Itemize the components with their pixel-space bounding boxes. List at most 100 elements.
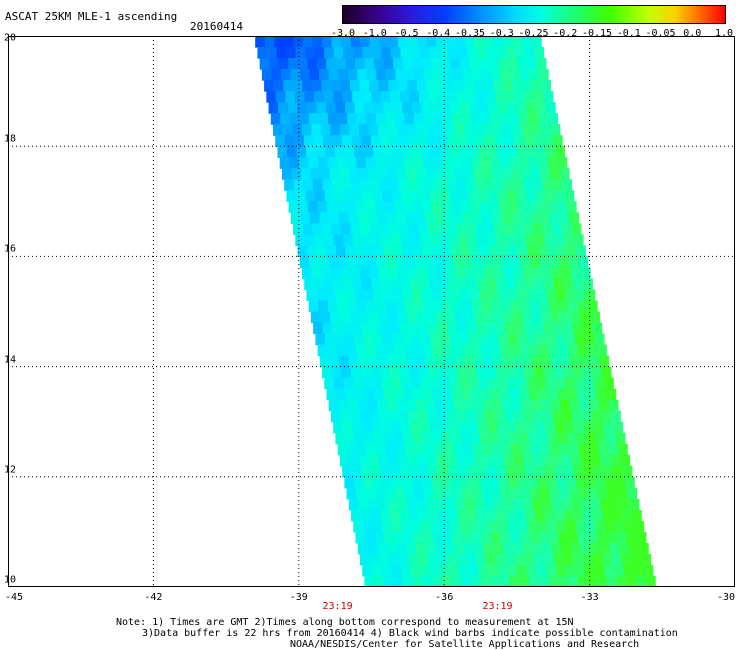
swath-cell <box>394 344 405 357</box>
swath-cell <box>533 410 544 423</box>
swath-cell <box>486 278 497 291</box>
swath-cell <box>371 465 382 478</box>
swath-cell <box>375 300 387 313</box>
swath-cell <box>524 47 535 59</box>
swath-cell <box>343 377 354 390</box>
swath-cell <box>443 487 454 500</box>
swath-cell <box>430 520 441 533</box>
swath-cell <box>427 410 438 423</box>
swath-cell <box>483 80 494 92</box>
swath-cell <box>369 80 380 92</box>
swath-cell <box>491 487 502 500</box>
swath-cell <box>546 289 557 302</box>
swath-cell <box>312 223 323 235</box>
swath-cell <box>535 102 547 114</box>
swath-cell <box>384 344 396 357</box>
swath-cell <box>509 388 520 401</box>
swath-cell <box>337 300 348 313</box>
swath-cell <box>386 542 398 555</box>
swath-cell <box>407 36 418 48</box>
swath-cell <box>584 333 595 346</box>
swath-cell <box>465 223 476 235</box>
swath-cell <box>417 410 428 423</box>
swath-cell <box>486 47 497 59</box>
swath-cell <box>464 80 475 92</box>
swath-cell <box>370 366 381 379</box>
swath-cell <box>513 498 524 511</box>
swath-cell <box>511 443 522 456</box>
swath-cell <box>335 102 346 114</box>
swath-cell <box>543 553 555 566</box>
swath-cell <box>493 80 504 92</box>
swath-cell <box>557 157 568 169</box>
swath-cell <box>493 267 505 280</box>
swath-cell <box>430 102 442 114</box>
swath-cell <box>380 509 391 522</box>
swath-cell <box>414 69 425 81</box>
swath-cell <box>596 575 608 587</box>
swath-cell <box>379 36 390 48</box>
swath-cell <box>356 113 367 125</box>
swath-cell <box>456 179 467 191</box>
swath-cell <box>377 355 388 368</box>
swath-cell <box>438 322 449 335</box>
swath-cell <box>503 36 514 48</box>
swath-cell <box>570 311 581 324</box>
swath-cell <box>616 575 627 587</box>
swath-cell <box>340 410 351 423</box>
swath-cell <box>488 333 499 346</box>
swath-cell <box>521 443 532 456</box>
swath-cell <box>381 421 392 434</box>
swath-cell <box>556 289 567 302</box>
swath-cell <box>359 410 371 423</box>
swath-cell <box>465 267 476 280</box>
swath-cell <box>537 201 548 213</box>
swath-cell <box>419 47 430 59</box>
note-line-1: Note: 1) Times are GMT 2)Times along bot… <box>116 617 574 628</box>
swath-cell <box>560 355 571 368</box>
swath-cell <box>480 157 491 169</box>
swath-cell <box>530 443 541 456</box>
swath-cell <box>535 234 546 246</box>
swath-cell <box>432 531 444 544</box>
swath-cell <box>356 443 368 456</box>
swath-cell <box>495 47 506 59</box>
swath-cell <box>341 322 353 335</box>
swath-cell <box>351 135 362 147</box>
swath-cell <box>490 531 502 544</box>
swath-cell <box>448 421 460 434</box>
swath-cell <box>590 498 601 511</box>
swath-cell <box>477 190 489 202</box>
swath-cell <box>505 553 516 566</box>
swath-cell <box>406 355 417 368</box>
swath-cell <box>403 575 414 587</box>
swath-cell <box>365 531 376 544</box>
swath-cell <box>574 377 585 390</box>
swath-cell <box>373 102 384 114</box>
swath-cell <box>468 377 480 390</box>
swath-cell <box>363 333 374 346</box>
swath-cell <box>314 234 325 246</box>
swath-cell <box>374 201 386 213</box>
swath-cell <box>500 300 512 313</box>
swath-cell <box>519 69 530 81</box>
swath-cell <box>397 267 409 280</box>
swath-cell <box>306 289 317 302</box>
swath-cell <box>526 564 538 577</box>
swath-cell <box>501 212 512 224</box>
swath-cell <box>311 124 322 136</box>
swath-cell <box>588 487 599 500</box>
swath-cell <box>287 146 298 158</box>
swath-cell <box>381 234 392 246</box>
swath-cell <box>285 91 296 103</box>
swath-cell <box>582 322 593 335</box>
swath-cell <box>561 498 572 511</box>
swath-cell <box>418 322 430 335</box>
longitude-label: -39 <box>289 592 308 603</box>
swath-cell <box>575 245 586 257</box>
swath-cell <box>423 113 434 125</box>
swath-cell <box>426 498 437 511</box>
swath-cell <box>488 377 499 390</box>
swath-cell <box>605 432 616 445</box>
swath-cell <box>342 91 353 103</box>
